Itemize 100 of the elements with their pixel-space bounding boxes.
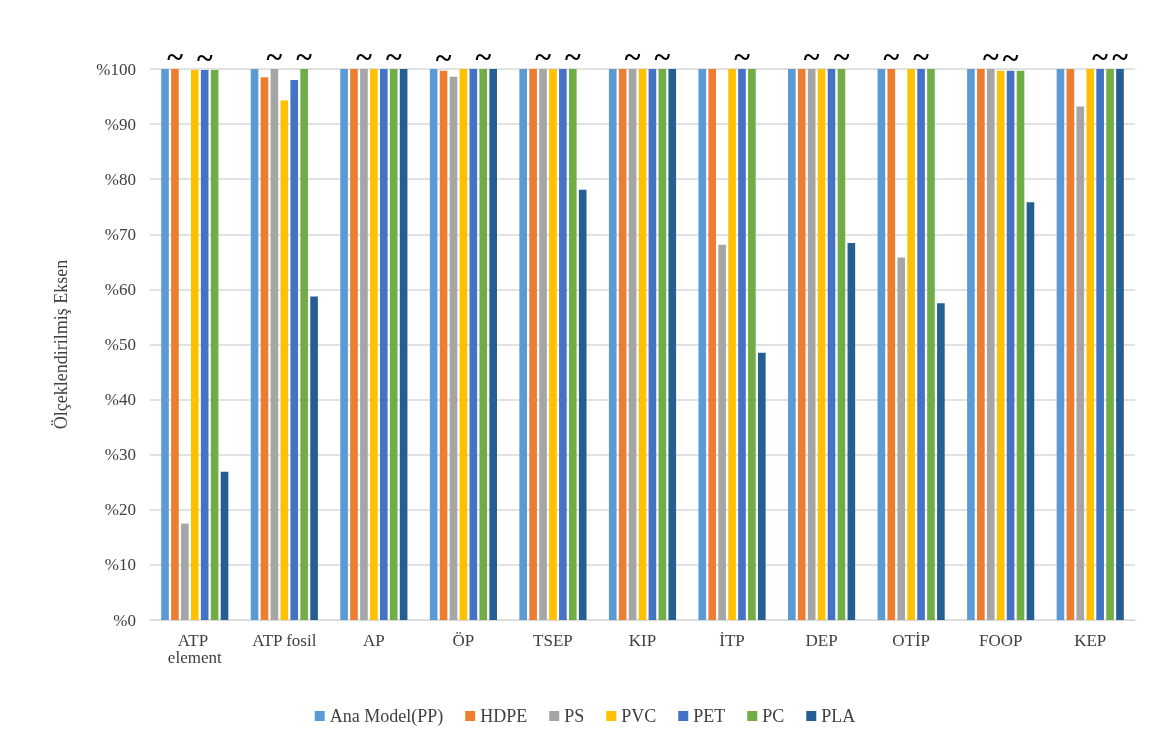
bar [1096, 69, 1104, 620]
bar [200, 70, 209, 620]
x-tick-label: ATP element [167, 631, 222, 667]
bar [927, 69, 935, 620]
bar [300, 69, 308, 620]
bar [449, 76, 458, 620]
bar [996, 70, 1005, 620]
bar [181, 523, 189, 620]
bar [220, 471, 229, 620]
legend-label: PVC [621, 706, 657, 726]
bar [389, 69, 398, 620]
legend-label: HDPE [480, 706, 528, 726]
bar [1006, 70, 1015, 620]
y-tick-label: %60 [104, 279, 136, 299]
data-label: ~ [1112, 39, 1129, 73]
data-label: ~ [475, 39, 492, 73]
bar [260, 77, 269, 620]
bar [797, 69, 806, 620]
bar [628, 69, 637, 620]
data-label: ~ [734, 39, 751, 73]
x-tick-label: KEP [1074, 631, 1107, 650]
data-label: ~ [196, 40, 213, 74]
x-tick-label: TSEP [533, 631, 573, 650]
x-tick-label: İTP [719, 631, 745, 650]
data-label: ~ [1092, 39, 1109, 73]
bar [340, 69, 348, 620]
bar [1066, 69, 1075, 620]
bar [967, 69, 975, 620]
bar [1116, 69, 1124, 620]
data-label: ~ [883, 39, 900, 73]
x-tick-label: FOOP [978, 631, 1023, 650]
legend-label: PLA [821, 706, 856, 726]
data-label: ~ [803, 39, 820, 73]
bar [210, 70, 219, 620]
bar [1056, 69, 1065, 620]
bar [171, 69, 179, 620]
bar [539, 69, 547, 620]
bar [350, 69, 358, 620]
bar [1026, 202, 1035, 620]
bar [250, 69, 259, 620]
legend-label: PC [762, 706, 785, 726]
data-label: ~ [167, 39, 184, 73]
y-tick-label: %100 [96, 59, 136, 79]
bar [977, 69, 985, 620]
bar [648, 69, 657, 620]
x-tick-label: DEP [805, 631, 838, 650]
bar [280, 100, 289, 620]
bar [728, 69, 736, 620]
bar [1106, 69, 1114, 620]
bar [807, 69, 816, 620]
data-label: ~ [296, 39, 313, 73]
y-axis-title: Ölçeklendirilmiş Eksen [51, 259, 71, 430]
bar [479, 69, 488, 620]
bar [917, 69, 925, 620]
legend-label: Ana Model(PP) [329, 706, 444, 727]
bar [757, 352, 766, 620]
bar [837, 69, 846, 620]
bar [459, 69, 468, 620]
bar [489, 69, 497, 620]
bar [788, 69, 796, 620]
bar [360, 69, 368, 620]
y-tick-label: %30 [104, 445, 136, 465]
y-tick-label: %20 [104, 500, 136, 520]
y-tick-label: %10 [104, 555, 136, 575]
bar [519, 69, 528, 620]
bar [638, 69, 647, 620]
bar [379, 69, 388, 620]
bar [877, 69, 886, 620]
x-tick-label: ATP fosil [252, 631, 317, 650]
bar [748, 69, 756, 620]
bar [439, 70, 448, 620]
y-tick-label: %80 [104, 169, 136, 189]
bar [559, 69, 567, 620]
data-label: ~ [385, 39, 402, 73]
data-label: ~ [564, 39, 581, 73]
x-tick-label: OTİP [892, 631, 931, 650]
bar [817, 69, 826, 620]
bar [847, 243, 856, 620]
bar [469, 69, 478, 620]
bar [1076, 106, 1085, 620]
data-label: ~ [913, 39, 930, 73]
x-tick-label: ÖP [452, 631, 475, 650]
bar [608, 69, 617, 620]
legend-label: PET [693, 706, 726, 726]
data-label: ~ [982, 39, 999, 73]
bar [718, 244, 726, 620]
data-label: ~ [833, 39, 850, 73]
data-label: ~ [654, 39, 671, 73]
bar [907, 69, 915, 620]
bar [827, 69, 836, 620]
bar [568, 69, 577, 620]
bar [986, 69, 995, 620]
bar [190, 70, 199, 620]
x-tick-label: AP [363, 631, 385, 650]
bar [618, 69, 627, 620]
bar [290, 80, 299, 620]
data-label: ~ [435, 41, 452, 75]
bar [429, 69, 438, 620]
bar [738, 69, 746, 620]
legend-label: PS [564, 706, 585, 726]
